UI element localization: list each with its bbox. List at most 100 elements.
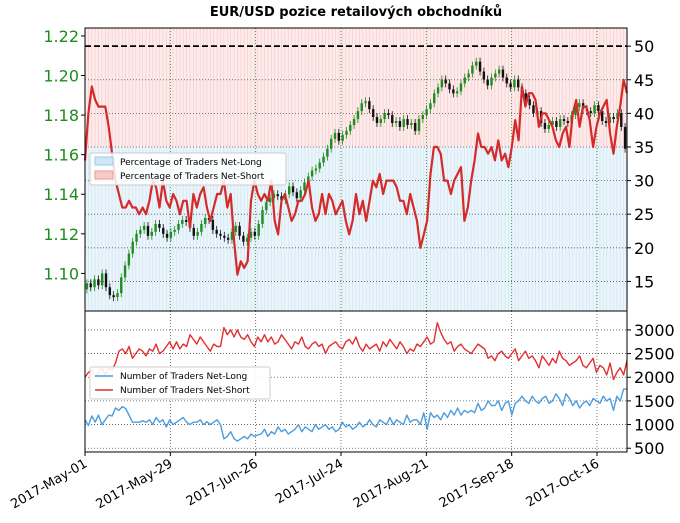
- candle-body: [371, 109, 375, 118]
- net-long-count-line: [84, 388, 627, 442]
- candle-body: [249, 231, 253, 238]
- candle-body: [318, 162, 321, 169]
- right-tick-label: 30: [634, 172, 654, 191]
- left-tick-label: 1.14: [43, 185, 79, 204]
- left-tick-label: 1.16: [43, 146, 79, 165]
- candle-body: [89, 283, 92, 288]
- candle-body: [299, 190, 302, 199]
- top-legend-box: [89, 152, 287, 186]
- bottom-right-tick-label: 3000: [634, 321, 675, 340]
- candle-body: [368, 101, 371, 110]
- candle-body: [413, 122, 417, 131]
- candle-body: [517, 79, 520, 88]
- candle-body: [181, 219, 184, 224]
- right-tick-label: 35: [634, 138, 654, 157]
- candle-body: [623, 126, 627, 149]
- candle-body: [280, 196, 283, 201]
- x-tick-label: 2017-Oct-16: [524, 456, 602, 510]
- candle-body: [108, 287, 112, 296]
- right-tick-label: 50: [634, 37, 654, 56]
- right-tick-label: 15: [634, 272, 654, 291]
- candle-body: [593, 105, 596, 114]
- candle-body: [616, 113, 619, 120]
- candle-body: [200, 223, 203, 232]
- candle-body: [349, 124, 352, 131]
- candle-body: [566, 121, 570, 123]
- candle-body: [93, 279, 96, 288]
- candle-body: [246, 237, 249, 242]
- candle-body: [574, 107, 577, 116]
- left-tick-label: 1.22: [43, 27, 79, 46]
- candle-body: [116, 293, 119, 298]
- candle-body: [383, 113, 386, 120]
- left-tick-label: 1.20: [43, 66, 79, 85]
- candle-body: [436, 87, 440, 94]
- candle-body: [288, 186, 291, 195]
- candle-body: [307, 176, 310, 183]
- candle-body: [387, 113, 390, 116]
- candle-body: [204, 217, 207, 224]
- candle-body: [345, 130, 348, 135]
- candle-body: [276, 194, 279, 197]
- candle-body: [314, 168, 318, 171]
- x-axis: 2017-May-01 2017-May-29 2017-Jun-26 2017-Ju…: [8, 452, 602, 512]
- candle-body: [123, 265, 127, 278]
- legend-swatch-net-long: [94, 156, 114, 166]
- candle-body: [135, 233, 138, 242]
- candle-body: [173, 229, 176, 232]
- candle-body: [559, 119, 562, 127]
- candle-body: [139, 229, 142, 234]
- candle-body: [131, 241, 134, 254]
- candle-body: [562, 119, 566, 122]
- bottom-panel-lines: [84, 322, 628, 442]
- candle-body: [219, 233, 222, 236]
- candle-body: [226, 237, 230, 240]
- left-tick-label: 1.10: [43, 264, 79, 283]
- candle-body: [486, 79, 489, 86]
- candle-body: [112, 295, 115, 298]
- candle-body: [471, 65, 474, 74]
- candle-body: [223, 235, 226, 238]
- candle-body: [303, 182, 306, 191]
- candle-body: [158, 223, 161, 228]
- candle-body: [177, 223, 180, 230]
- candle-body: [326, 148, 329, 157]
- net-short-count-line: [84, 322, 628, 381]
- candle-body: [310, 170, 314, 177]
- candle-body: [509, 83, 512, 88]
- candle-body: [425, 109, 428, 116]
- candle-body: [459, 83, 463, 92]
- candle-body: [391, 115, 394, 123]
- left-tick-label: 1.12: [43, 225, 79, 244]
- bottom-right-tick-label: 1000: [634, 416, 675, 435]
- candle-body: [513, 79, 516, 88]
- candle-body: [352, 119, 356, 125]
- candle-body: [322, 156, 325, 163]
- candle-body: [490, 77, 493, 86]
- candle-body: [429, 103, 432, 110]
- right-tick-label: 25: [634, 205, 654, 224]
- candle-body: [215, 229, 218, 234]
- candle-body: [620, 113, 623, 127]
- candle-body: [379, 119, 383, 123]
- candle-body: [333, 132, 337, 139]
- candle-body: [589, 111, 592, 114]
- candle-body: [417, 119, 421, 131]
- candle-body: [337, 132, 341, 141]
- candle-body: [234, 225, 237, 232]
- candle-body: [97, 279, 100, 286]
- candle-body: [265, 202, 268, 211]
- candle-body: [467, 73, 470, 78]
- candle-body: [356, 111, 360, 120]
- bottom-legend: Number of Traders Net-Long Number of Tra…: [89, 366, 271, 400]
- right-tick-label: 20: [634, 239, 654, 258]
- candle-body: [475, 61, 478, 66]
- candle-body: [494, 73, 497, 78]
- candle-body: [463, 77, 466, 84]
- candle-body: [230, 231, 234, 240]
- bottom-right-tick-label: 2500: [634, 345, 675, 364]
- candle-body: [452, 89, 455, 94]
- x-tick-label: 2017-May-01: [8, 456, 90, 512]
- candle-body: [551, 121, 554, 125]
